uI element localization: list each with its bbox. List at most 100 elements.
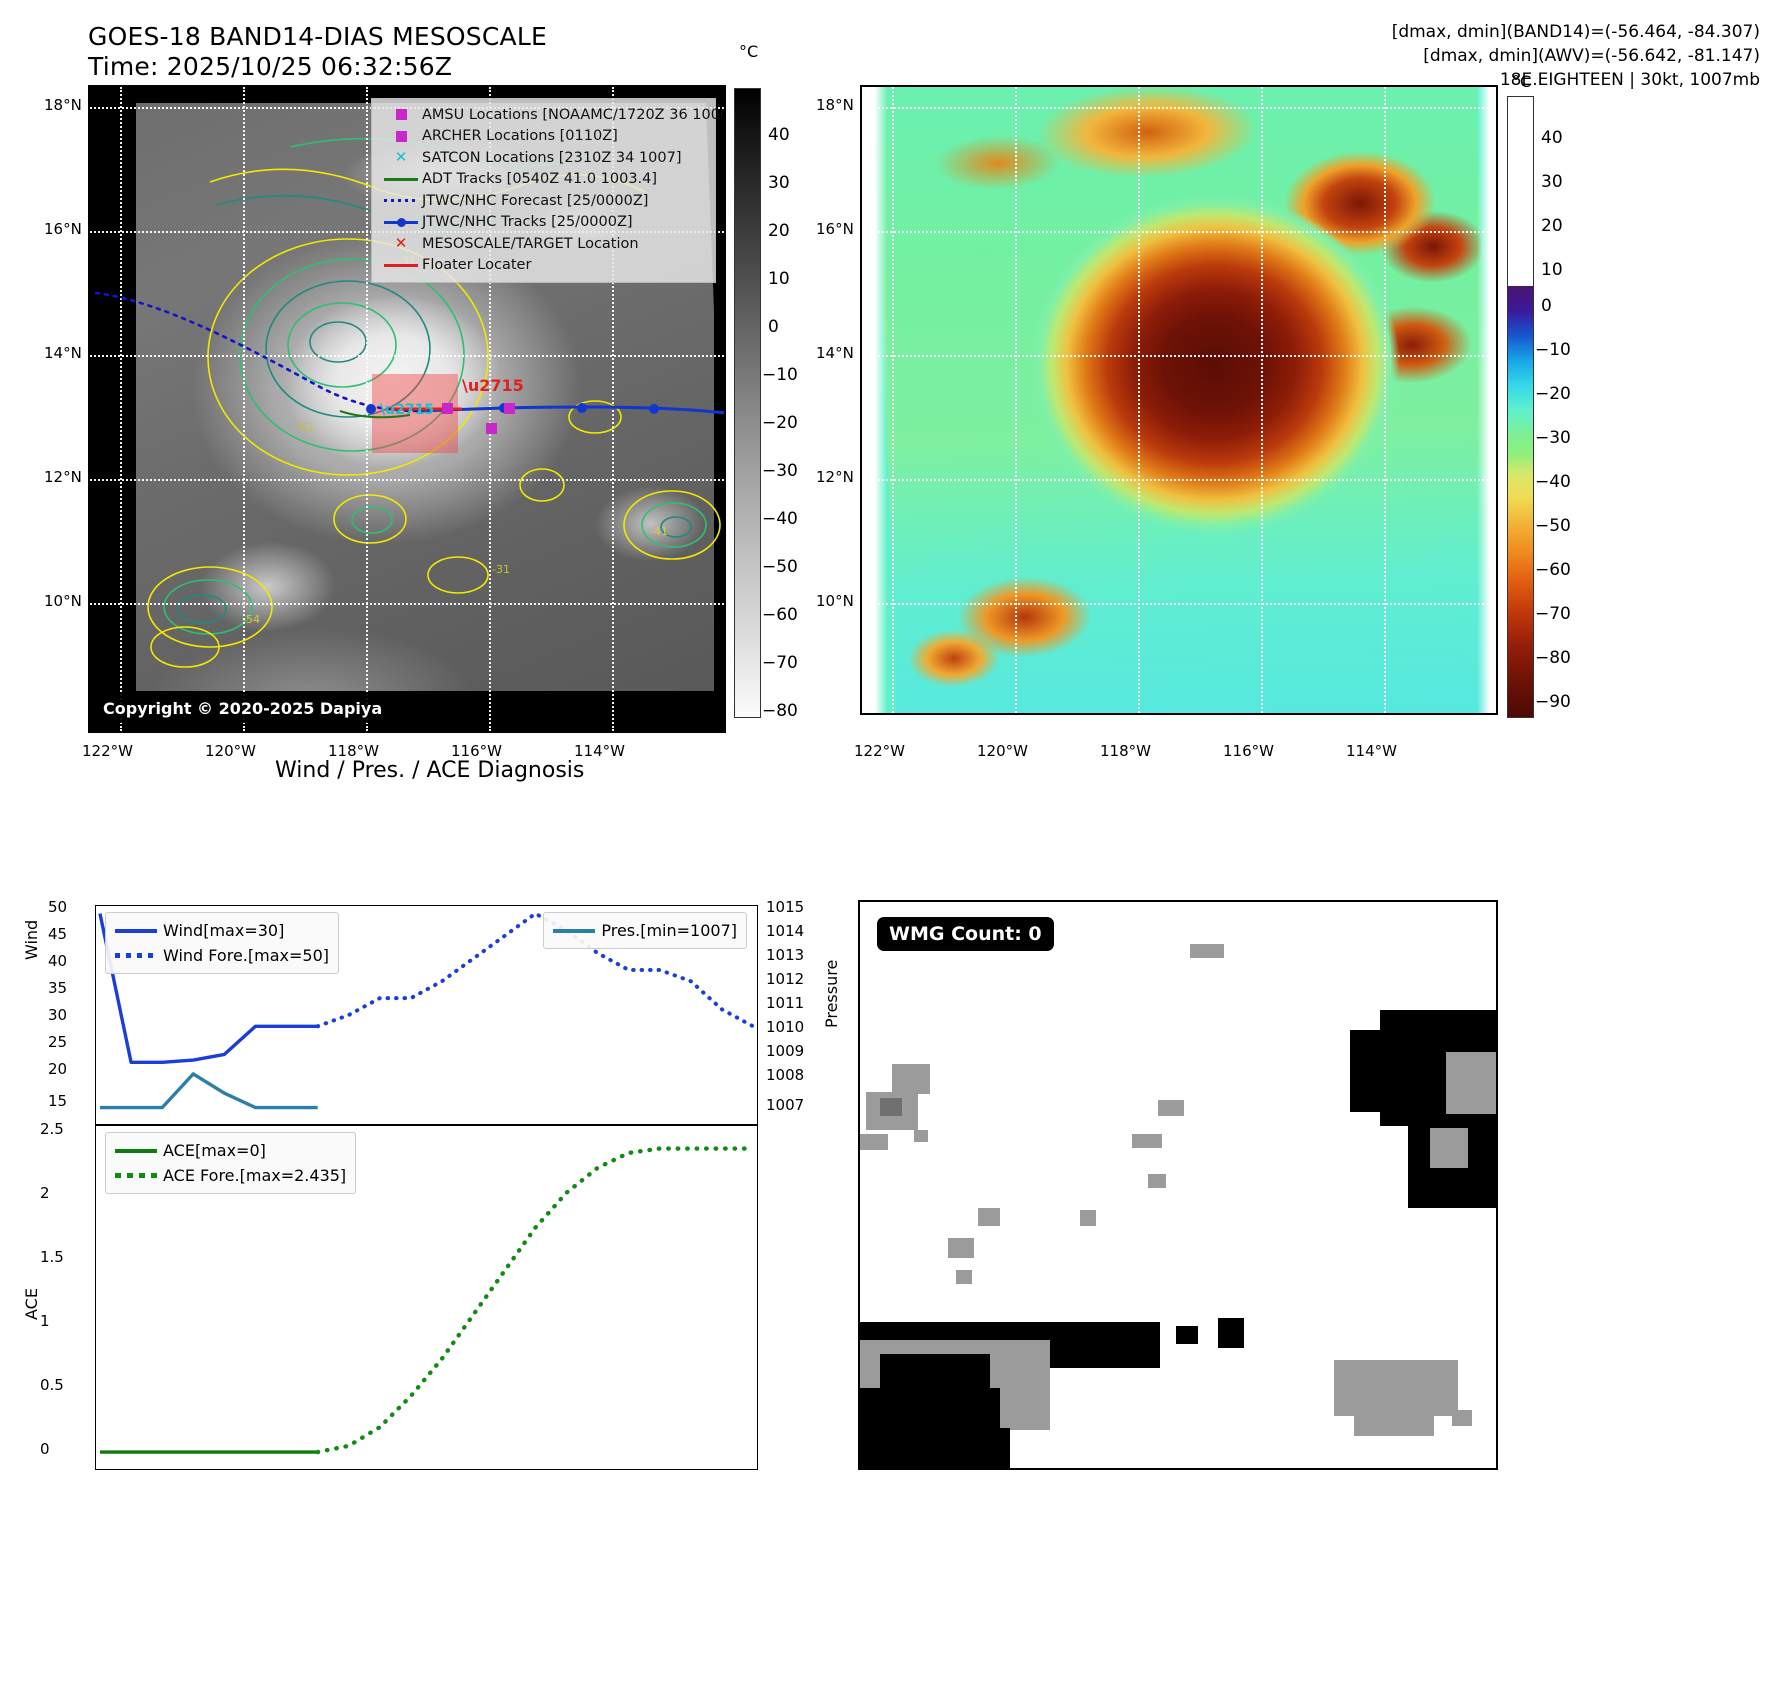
ir-ylabel: 14°N — [44, 344, 82, 362]
legend-item: ACE[max=0] — [115, 1138, 346, 1163]
awv-colorbar — [1507, 96, 1534, 718]
awv-cb-tick: −80 — [1535, 648, 1571, 668]
ir-satellite-panel[interactable]: -31 -54 -41 -61 -31 — [88, 85, 726, 733]
wmg-cell — [1430, 1128, 1468, 1168]
contour-label: -41 — [650, 525, 668, 538]
dmax-dmin-awv: [dmax, dmin](AWV)=(-56.642, -81.147) — [1423, 46, 1760, 67]
wmg-cell — [1350, 1030, 1410, 1112]
gridline-lon — [1138, 87, 1140, 713]
ir-cb-tick: −40 — [762, 509, 798, 529]
ir-mask-right — [714, 87, 724, 731]
wind-chart-svg — [98, 911, 756, 1110]
page-title-line2: Time: 2025/10/25 06:32:56Z — [88, 52, 453, 81]
ir-cb-tick: −80 — [762, 701, 798, 721]
legend-label: MESOSCALE/TARGET Location — [422, 235, 639, 252]
legend-item: ✕ MESOSCALE/TARGET Location — [380, 233, 707, 255]
storm-tracks[interactable]: \u2715 \u2715 — [90, 87, 726, 733]
legend-label: SATCON Locations [2310Z 34 1007] — [422, 149, 682, 166]
line-blue-dotted-icon — [115, 953, 163, 958]
legend-item: ACE Fore.[max=2.435] — [115, 1163, 346, 1188]
legend-label: JTWC/NHC Tracks [25/0000Z] — [422, 214, 633, 231]
ir-cb-tick: −50 — [762, 557, 798, 577]
pressure-axis-label: Pressure — [822, 959, 841, 1028]
wmg-cell — [978, 1208, 1000, 1226]
square-magenta-icon — [380, 109, 422, 121]
wmg-cell — [1080, 1210, 1096, 1226]
awv-xlabel: 120°W — [977, 742, 1028, 760]
ace-ytick: 1 — [40, 1312, 50, 1330]
ir-cb-tick: −10 — [762, 365, 798, 385]
wind-ytick: 30 — [48, 1006, 68, 1024]
adt-track — [339, 410, 411, 419]
wind-ytick: 25 — [48, 1033, 68, 1051]
jtwc-forecast-track — [94, 291, 422, 413]
wmg-panel[interactable]: WMG Count: 0 — [858, 900, 1498, 1470]
mesoscale-target-marker: \u2715 — [462, 376, 524, 395]
gridline-lat — [90, 603, 724, 605]
archer-location-marker — [504, 403, 515, 414]
awv-cb-tick: −40 — [1535, 472, 1571, 492]
line-blue-dotted-icon — [380, 199, 422, 203]
legend-item: Pres.[min=1007] — [553, 918, 737, 943]
ir-cb-tick: 0 — [768, 317, 779, 337]
awv-ylabel: 10°N — [816, 592, 854, 610]
awv-ylabel: 16°N — [816, 220, 854, 238]
wmg-cell — [1148, 1174, 1166, 1188]
dmax-dmin-band14: [dmax, dmin](BAND14)=(-56.464, -84.307) — [1391, 22, 1760, 42]
pressure-legend: Pres.[min=1007] — [543, 912, 747, 949]
gridline-lat — [862, 107, 1496, 109]
ir-xlabel: 120°W — [205, 742, 256, 760]
wind-ytick: 50 — [48, 898, 68, 916]
gridline-lon — [1261, 87, 1263, 713]
storm-summary: 18E.EIGHTEEN | 30kt, 1007mb — [1499, 70, 1760, 91]
wmg-cell — [1190, 944, 1224, 958]
line-red-icon — [380, 263, 422, 267]
header-stats: [dmax, dmin](BAND14)=(-56.464, -84.307) … — [1060, 20, 1760, 92]
contour-label: -31 — [492, 563, 510, 576]
legend-label: Pres.[min=1007] — [601, 921, 737, 940]
x-red-icon: ✕ — [394, 234, 408, 253]
awv-xlabel: 122°W — [854, 742, 905, 760]
legend-label: AMSU Locations [NOAAMC/1720Z 36 1000] — [422, 106, 726, 123]
legend-label: Wind[max=30] — [163, 921, 285, 940]
legend-label: ADT Tracks [0540Z 41.0 1003.4] — [422, 171, 658, 188]
awv-cb-tick: −90 — [1535, 692, 1571, 712]
wmg-cell — [880, 1098, 902, 1116]
awv-satellite-panel[interactable] — [860, 85, 1498, 715]
wmg-cell — [892, 1064, 930, 1094]
legend-item: Floater Locater — [380, 255, 707, 277]
ir-xlabel: 114°W — [574, 742, 625, 760]
ir-ylabel: 12°N — [44, 468, 82, 486]
gridline-lon — [1015, 87, 1017, 713]
wind-ytick: 45 — [48, 925, 68, 943]
ir-colorbar — [734, 88, 761, 718]
wmg-cell — [1132, 1134, 1162, 1148]
legend-item: ✕ SATCON Locations [2310Z 34 1007] — [380, 147, 707, 169]
line-blue-marker-icon — [380, 217, 422, 227]
awv-cb-tick: 10 — [1541, 260, 1563, 280]
ir-mask-left — [90, 87, 136, 731]
pres-ytick: 1010 — [766, 1018, 805, 1036]
square-magenta-icon — [380, 130, 422, 142]
line-blue-solid-icon — [115, 928, 163, 933]
wind-ytick: 35 — [48, 979, 68, 997]
legend-label: ARCHER Locations [0110Z] — [422, 128, 618, 145]
satcon-location-marker: \u2715 — [380, 402, 434, 418]
awv-cb-tick: −10 — [1535, 340, 1571, 360]
archer-location-marker — [486, 423, 497, 434]
wind-pressure-chart[interactable]: Wind[max=30] Wind Fore.[max=50] Pres.[mi… — [95, 905, 758, 1125]
gridline-lon — [892, 87, 894, 713]
wmg-cell — [956, 1270, 972, 1284]
contour-label: -54 — [242, 613, 260, 626]
ace-chart[interactable]: ACE[max=0] ACE Fore.[max=2.435] — [95, 1125, 758, 1470]
wmg-cell — [1176, 1326, 1198, 1344]
ir-cb-tick: 20 — [768, 221, 790, 241]
ace-ytick: 0.5 — [40, 1376, 64, 1394]
awv-cb-tick: −60 — [1535, 560, 1571, 580]
gridline-lon — [612, 87, 614, 731]
ace-ytick: 0 — [40, 1440, 50, 1458]
diagnosis-title: Wind / Pres. / ACE Diagnosis — [275, 758, 585, 783]
ir-cb-tick: 30 — [768, 173, 790, 193]
contour-label: -61 — [296, 421, 314, 434]
